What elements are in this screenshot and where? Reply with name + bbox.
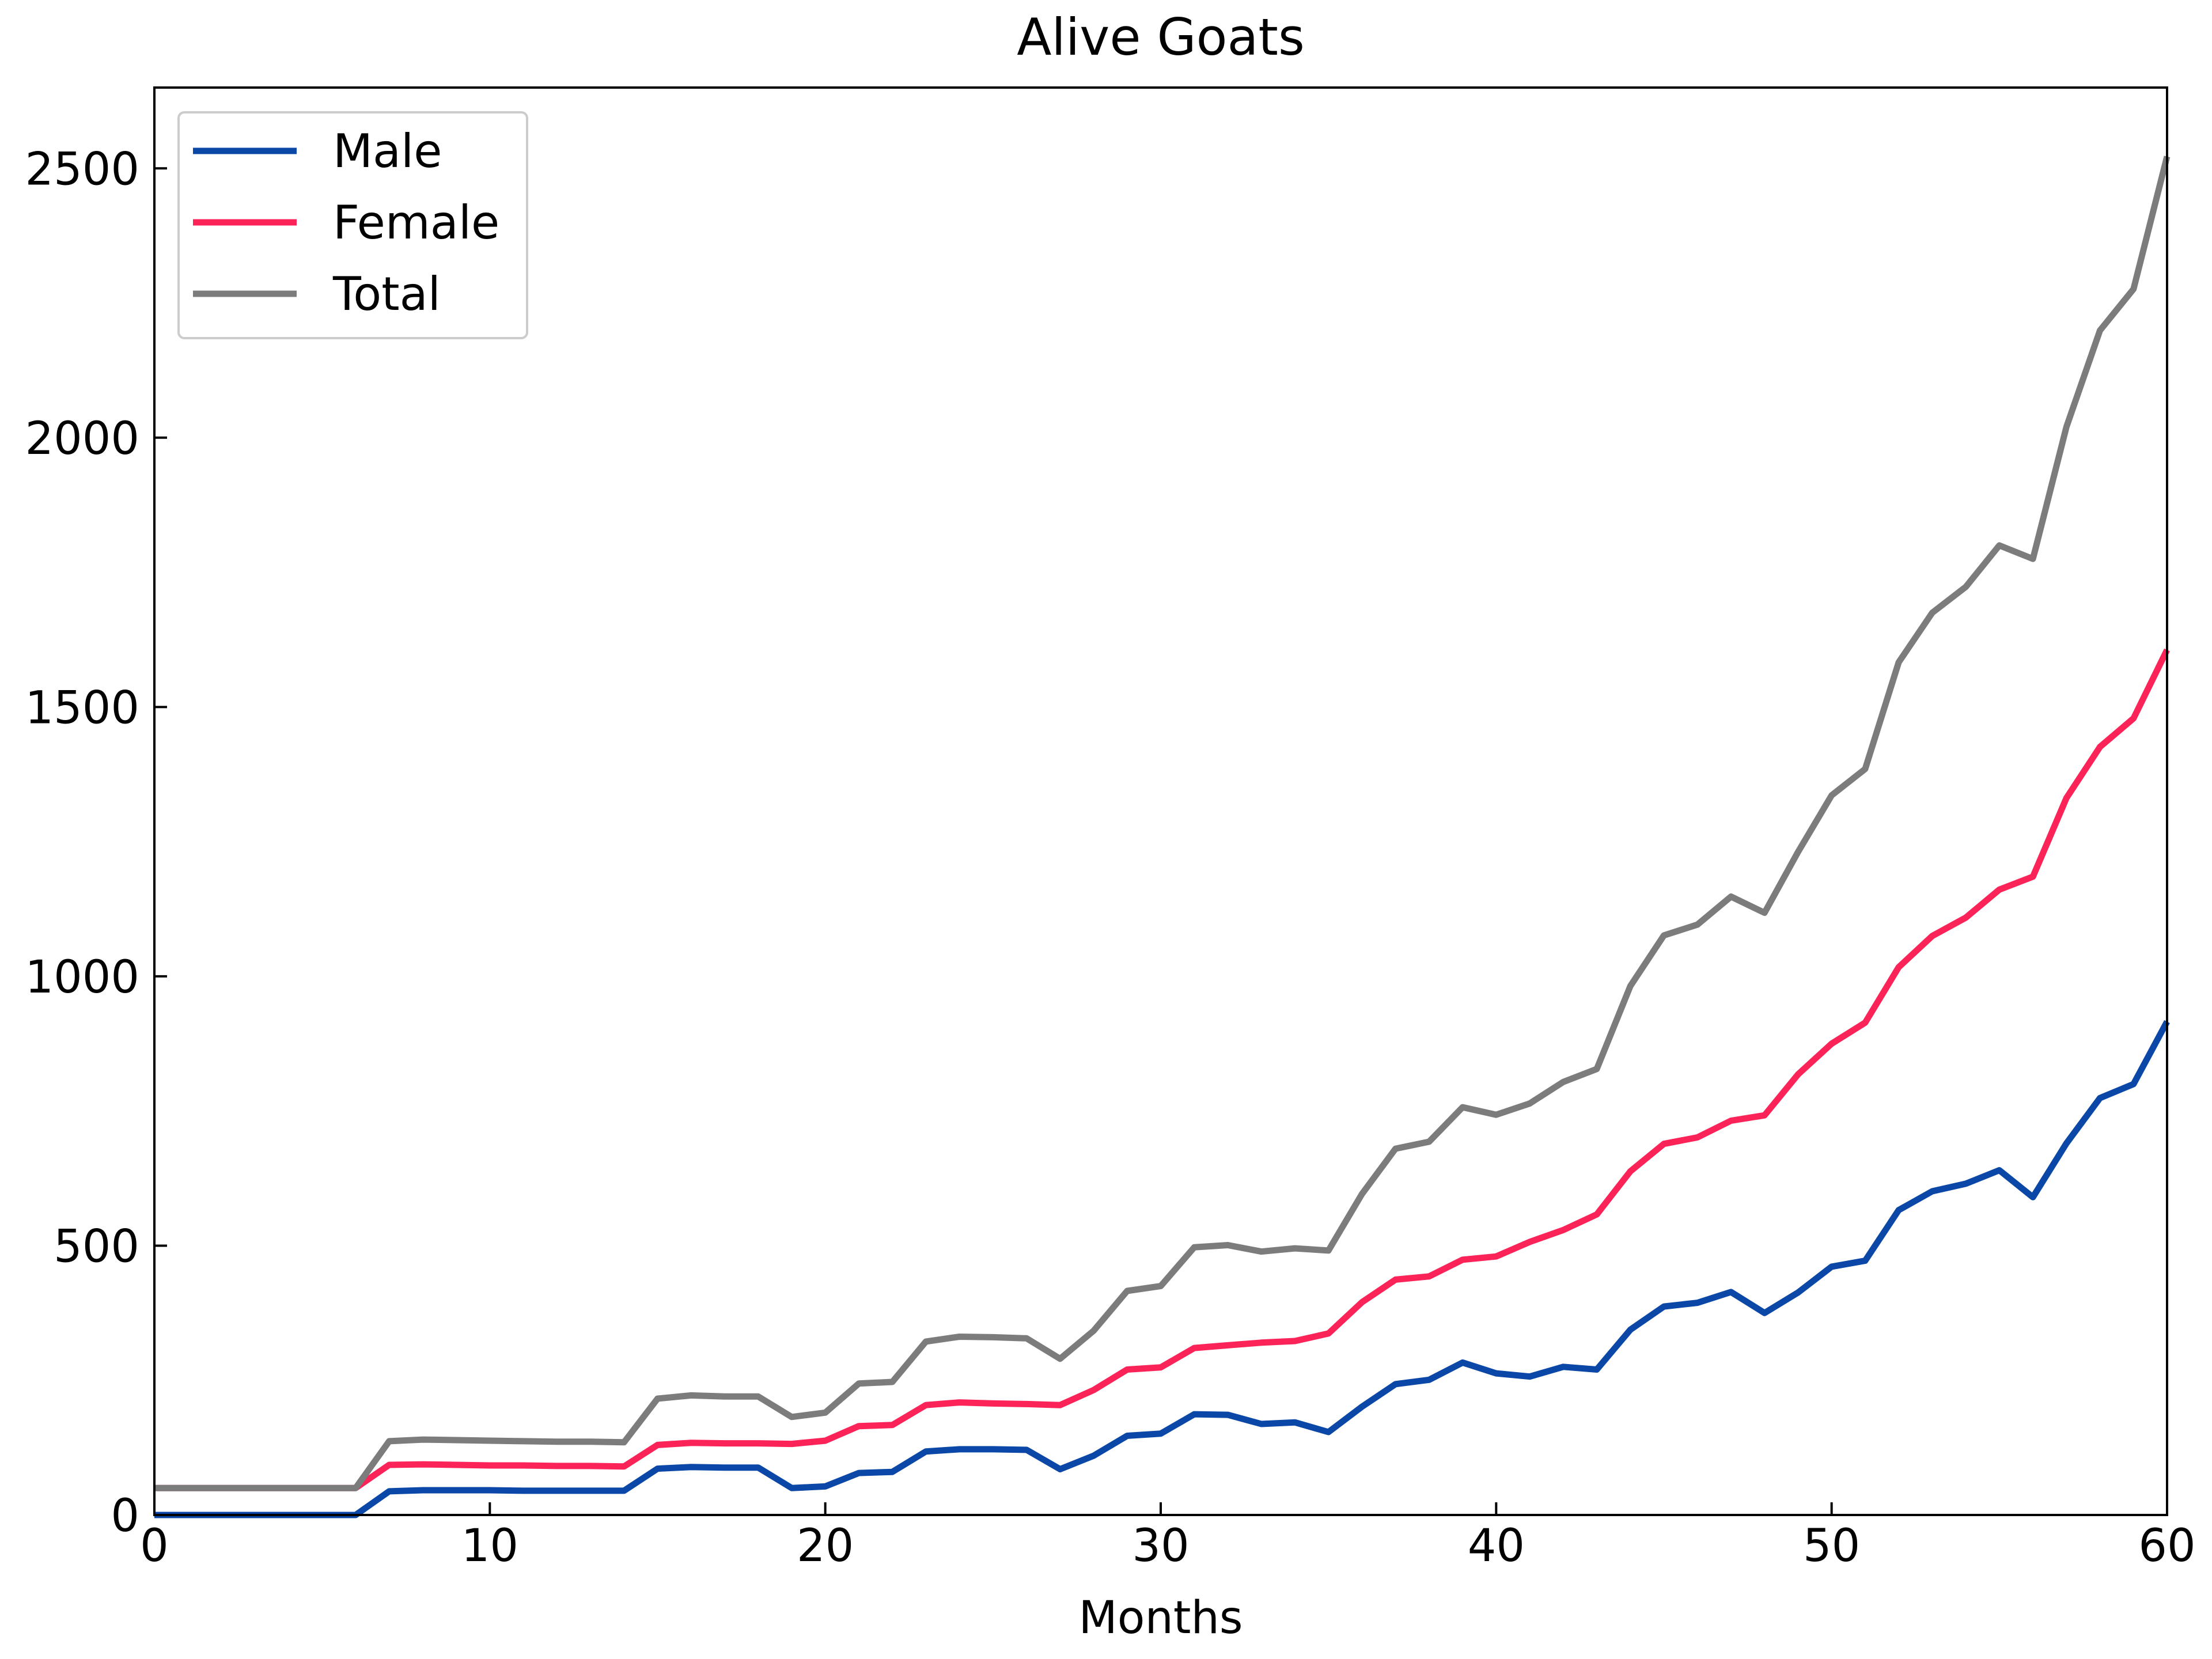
x-axis: 0 10 20 30 40 50 60 bbox=[140, 1502, 2196, 1572]
legend-label-male: Male bbox=[333, 124, 442, 178]
y-axis: 0 500 1000 1500 2000 2500 bbox=[25, 143, 167, 1542]
chart-title: Alive Goats bbox=[1017, 7, 1305, 67]
plot-lines bbox=[154, 156, 2171, 1518]
y-tick-label: 1500 bbox=[25, 682, 139, 734]
x-axis-label: Months bbox=[1078, 1592, 1243, 1644]
series-line-total bbox=[154, 156, 2171, 1491]
x-tick-label: 10 bbox=[461, 1520, 518, 1572]
legend: Male Female Total bbox=[177, 111, 528, 339]
y-tick-label: 2000 bbox=[25, 413, 139, 465]
x-tick-label: 40 bbox=[1468, 1520, 1525, 1572]
legend-label-total: Total bbox=[332, 267, 441, 321]
series-line-female bbox=[154, 648, 2170, 1491]
y-tick-label: 2500 bbox=[25, 143, 139, 195]
x-tick-label: 50 bbox=[1803, 1520, 1860, 1572]
y-tick-label: 0 bbox=[111, 1490, 139, 1542]
x-tick-label: 30 bbox=[1132, 1520, 1189, 1572]
series-line-male bbox=[154, 1020, 2170, 1518]
x-tick-label: 20 bbox=[797, 1520, 854, 1572]
x-tick-label: 60 bbox=[2138, 1520, 2195, 1572]
x-tick-label: 0 bbox=[140, 1520, 169, 1572]
legend-label-female: Female bbox=[333, 196, 499, 249]
y-tick-label: 1000 bbox=[25, 952, 139, 1003]
legend-box bbox=[177, 111, 528, 339]
y-tick-label: 500 bbox=[54, 1221, 139, 1272]
